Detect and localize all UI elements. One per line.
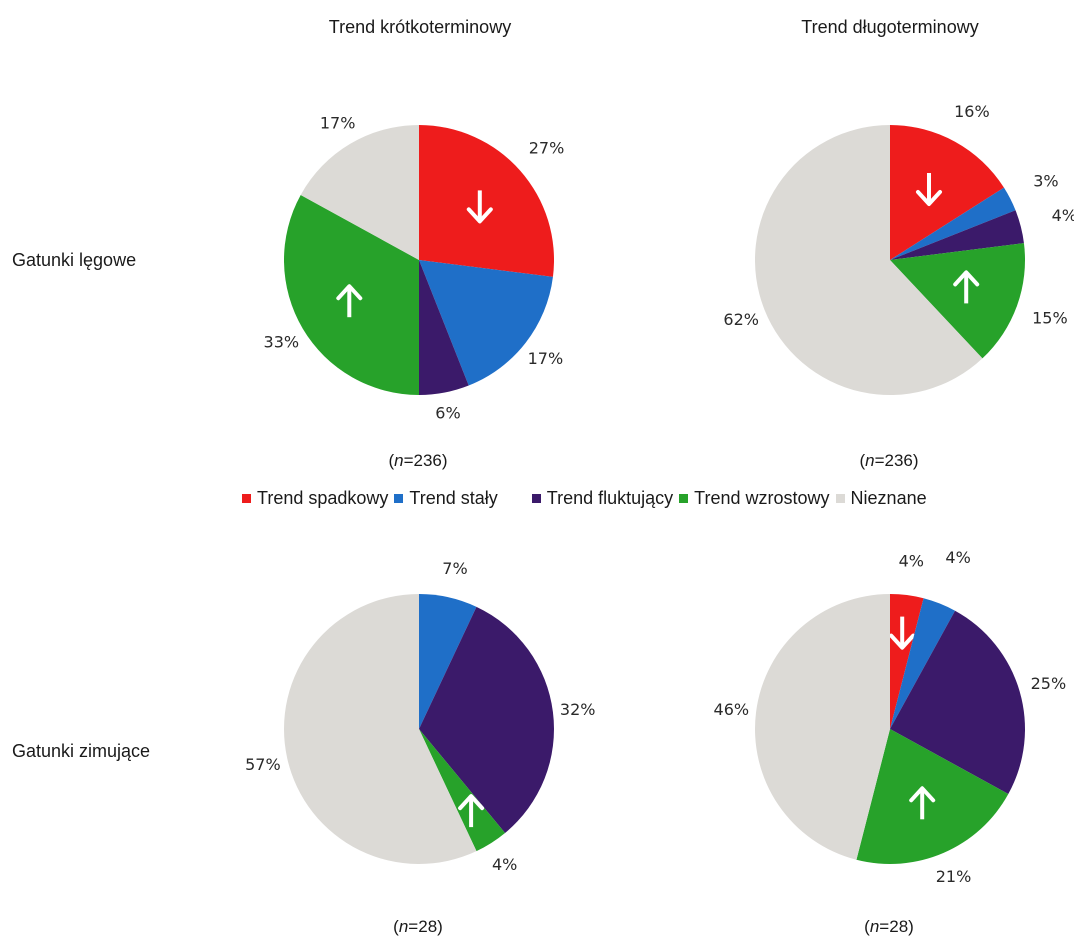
arrow-up-icon (336, 284, 363, 318)
pie-slice-trend-spadkowy (890, 125, 1004, 260)
slice-label-trend-wzrostowy: 21% (936, 867, 972, 886)
sample-size-value: 236 (884, 451, 913, 470)
pie-slice-trend-fluktujacy (890, 610, 1026, 795)
arrow-up-icon (953, 270, 980, 304)
legend-label: Trend wzrostowy (694, 488, 830, 508)
pie-slice-nieznane (754, 594, 890, 860)
pie-slice-trend-wzrostowy (890, 243, 1026, 359)
slice-label-trend-fluktujacy: 4% (1052, 206, 1074, 225)
slice-label-trend-staly: 3% (1033, 172, 1058, 191)
arrow-down-icon (916, 173, 942, 206)
slice-label-nieznane: 62% (723, 310, 759, 329)
arrow-down-icon (466, 190, 493, 224)
pie-slice-trend-fluktujacy (890, 210, 1024, 260)
pie-slice-trend-staly (890, 187, 1016, 260)
pie-slice-trend-fluktujacy (419, 260, 469, 395)
pie-slice-trend-wzrostowy (283, 194, 419, 396)
column-title-long-term: Trend długoterminowy (801, 17, 979, 37)
arrow-down-icon (889, 616, 916, 650)
legend-label: Trend spadkowy (257, 488, 389, 508)
slice-label-trend-staly: 17% (528, 349, 564, 368)
arrow-up-icon (458, 794, 485, 828)
pie-slice-nieznane (283, 594, 477, 864)
sample-size-wintering-short-term: (n=28) (393, 917, 443, 936)
pie-slice-trend-spadkowy (890, 594, 924, 729)
legend-label: Trend stały (409, 488, 498, 508)
legend-item-stable: Trend stały (394, 488, 498, 509)
pie-slice-trend-fluktujacy (419, 606, 554, 834)
sample-size-wintering-long-term: (n=28) (864, 917, 914, 936)
slice-label-trend-wzrostowy: 4% (492, 855, 517, 874)
column-title-short-term: Trend krótkoterminowy (328, 17, 512, 37)
pie-slice-trend-spadkowy (419, 125, 555, 277)
legend: Trend spadkowy Trend stały Trend fluktuj… (242, 488, 933, 509)
slice-label-nieznane: 57% (245, 755, 281, 774)
pie-chart-wintering-long-term: 4% 4% 25% 21% 46% (714, 548, 1067, 886)
pie-slice-trend-wzrostowy (419, 729, 506, 852)
pie-slice-nieznane (754, 124, 983, 395)
legend-item-fluctuating: Trend fluktujący (531, 488, 674, 509)
legend-swatch (679, 494, 689, 503)
legend-swatch (531, 494, 541, 503)
slice-label-trend-wzrostowy: 15% (1032, 309, 1068, 328)
sample-size-breeding-long-term: (n=236) (859, 451, 919, 470)
legend-swatch (835, 494, 845, 503)
slice-label-trend-fluktujacy: 32% (560, 700, 596, 719)
pie-chart-breeding-short-term: 27% 17% 6% 33% 17% (264, 113, 565, 422)
slice-label-trend-fluktujacy: 25% (1031, 674, 1067, 693)
slice-label-trend-staly: 7% (442, 559, 467, 578)
legend-item-decreasing: Trend spadkowy (242, 488, 388, 509)
sample-size-value: 28 (889, 917, 909, 936)
slice-label-trend-fluktujacy: 6% (435, 403, 460, 422)
row-title-breeding: Gatunki lęgowe (12, 250, 137, 270)
legend-item-increasing: Trend wzrostowy (679, 488, 830, 509)
pie-slice-trend-staly (419, 260, 553, 386)
slice-label-trend-spadkowy: 27% (529, 139, 565, 158)
legend-swatch (242, 494, 251, 503)
pie-chart-breeding-long-term: 16% 3% 4% 15% 62% (723, 102, 1074, 395)
slice-label-trend-spadkowy: 16% (954, 102, 990, 121)
slice-label-trend-staly: 4% (945, 548, 970, 567)
legend-item-unknown: Nieznane (835, 488, 927, 509)
row-title-wintering: Gatunki zimujące (12, 741, 151, 761)
sample-size-breeding-short-term: (n=236) (388, 451, 448, 470)
slice-label-nieznane: 17% (320, 113, 356, 132)
legend-label: Nieznane (850, 488, 927, 508)
pie-slice-trend-staly (890, 598, 956, 729)
pie-slice-trend-staly (419, 594, 477, 729)
arrow-up-icon (909, 786, 936, 820)
legend-swatch (394, 494, 404, 503)
slice-label-trend-wzrostowy: 33% (264, 332, 300, 351)
sample-size-value: 28 (418, 917, 438, 936)
sample-size-value: 236 (413, 451, 442, 470)
pie-chart-wintering-short-term: 7% 32% 4% 57% (245, 559, 595, 874)
pie-slice-nieznane (300, 125, 419, 260)
slice-label-trend-spadkowy: 4% (899, 551, 924, 570)
legend-label: Trend fluktujący (546, 488, 674, 508)
slice-label-nieznane: 46% (714, 700, 750, 719)
